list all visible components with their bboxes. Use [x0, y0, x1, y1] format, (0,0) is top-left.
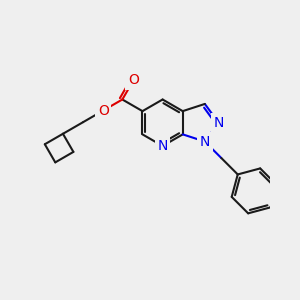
Text: N: N: [213, 116, 224, 130]
Text: O: O: [98, 103, 109, 118]
Text: O: O: [128, 74, 139, 87]
Text: N: N: [158, 139, 168, 153]
Text: N: N: [200, 135, 210, 148]
